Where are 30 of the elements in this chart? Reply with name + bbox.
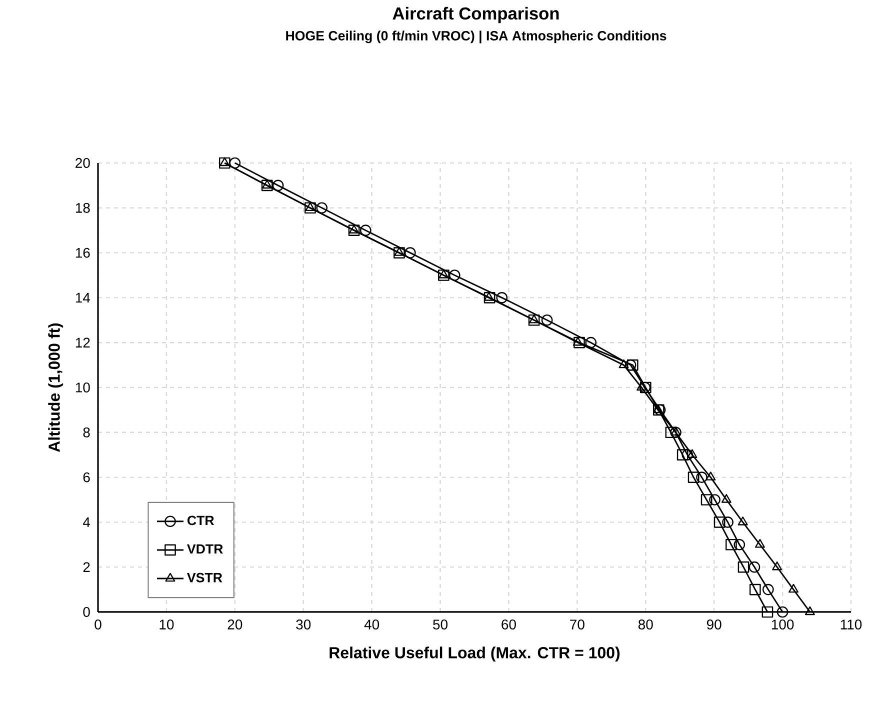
x-tick-label: 10 — [160, 620, 174, 630]
legend-label: CTR — [187, 516, 214, 526]
y-tick-label: 0 — [83, 607, 90, 617]
y-tick-label: 14 — [76, 292, 90, 303]
y-tick-label: 20 — [76, 158, 90, 168]
legend-label: VSTR — [187, 572, 222, 582]
y-tick-label: 10 — [76, 382, 90, 392]
x-tick-label: 40 — [364, 620, 380, 630]
x-tick-label: 30 — [296, 620, 311, 630]
x-axis-title: Relative Useful Load (Max. CTR = 100) — [330, 646, 620, 662]
y-tick-label: 16 — [76, 248, 90, 258]
x-tick-label: 20 — [228, 620, 242, 630]
x-tick-label: 110 — [840, 620, 862, 630]
y-tick-label: 8 — [83, 427, 90, 438]
chart-subtitle: HOGE Ceiling (0 ft/min VROC) | ISA Atmospheric Conditions — [286, 30, 666, 44]
x-tick-label: 90 — [706, 620, 722, 630]
chart-title: Aircraft Comparison — [392, 6, 559, 24]
x-tick-label: 80 — [638, 620, 653, 630]
x-tick-label: 70 — [570, 620, 584, 630]
legend-label: VDTR — [187, 544, 223, 554]
y-tick-label: 12 — [76, 338, 90, 348]
x-tick-label: 50 — [433, 620, 448, 630]
y-tick-label: 6 — [83, 472, 90, 482]
y-tick-label: 4 — [82, 517, 90, 528]
x-tick-label: 100 — [772, 620, 794, 630]
x-tick-label: 60 — [502, 620, 516, 630]
y-tick-label: 2 — [83, 562, 90, 572]
x-tick-label: 0 — [94, 620, 102, 630]
y-axis-title: Altitude (1,000 ft) — [48, 323, 64, 452]
y-tick-label: 18 — [76, 202, 90, 213]
